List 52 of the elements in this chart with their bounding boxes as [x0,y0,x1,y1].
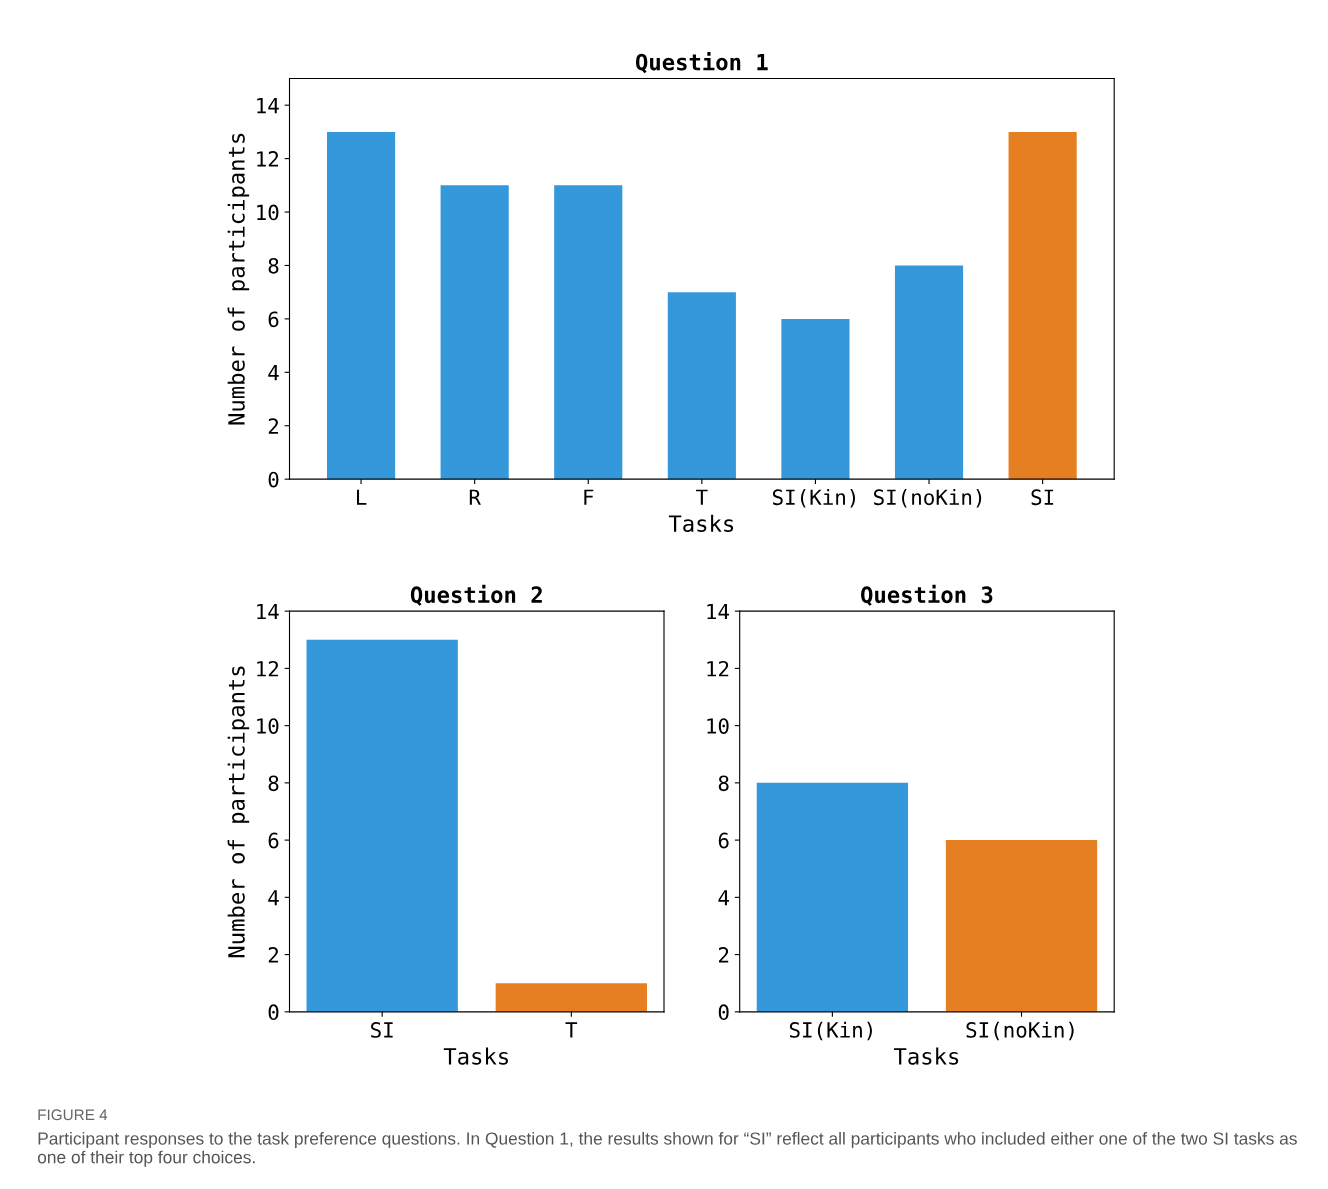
y-tick-label: 12 [707,660,729,677]
y-tick-label: 12 [257,151,279,167]
y-tick-label: 10 [257,204,279,221]
y-tick-label: 0 [268,471,279,488]
y-tick-label: 14 [707,603,729,620]
y-tick-label: 2 [268,947,279,963]
x-tick-label: SI(Kin) [772,489,856,508]
y-tick-label: 12 [257,660,279,677]
y-tick-label: 4 [268,890,279,906]
y-tick-label: 10 [707,718,729,734]
caption: FIGURE 4 [38,1109,108,1121]
text: Participant responses to the task preference questions. In Question 1, the results shown for “SI” reflect all participants who included either one of the two SI tasks as one of their top four choices. [37,1131,1297,1167]
x-tick-label: R [469,489,481,505]
y-tick-label: 8 [268,775,279,792]
y-tick-label: 4 [268,365,279,381]
x-tick-label: SI(noKin) [966,1021,1074,1041]
y-tick-label: 6 [268,311,279,328]
y-tick-label: 14 [257,97,279,114]
chart-title: Question 3 [861,584,993,606]
bar [894,265,964,480]
bar [554,185,623,480]
y-tick-label: 6 [718,832,729,849]
x-tick-label: L [356,489,367,505]
y-tick-label: 2 [268,418,279,434]
y-tick-label: 6 [268,832,279,849]
x-axis-title: Tasks [443,1047,508,1065]
y-tick-label: 0 [718,1004,729,1021]
x-tick-label: SI [371,1022,393,1038]
bar [667,292,736,480]
x-axis-title: Tasks [894,1047,959,1065]
y-tick-label: 14 [257,603,279,620]
x-tick-label: SI [1031,489,1054,506]
y-tick-label: 2 [718,947,729,963]
y-tick-label: 0 [268,1004,279,1021]
x-tick-label: T [696,489,708,505]
bar [781,318,850,480]
y-tick-label: 8 [268,257,279,274]
y-axis-title: Number of participants [227,133,250,425]
bar [326,131,396,480]
y-tick-label: 4 [718,890,729,906]
bar [440,185,509,480]
y-axis-title: Number of participants [227,666,250,958]
x-tick-label: SI(noKin) [874,489,982,508]
bar [1008,131,1077,480]
chart-title: Question 1 [635,52,768,74]
y-tick-label: 10 [257,718,279,734]
x-tick-label: SI(Kin) [789,1021,872,1041]
chart-title: Question 2 [410,584,542,606]
x-axis-title: Tasks [668,514,734,533]
x-tick-label: F [584,489,594,505]
x-tick-label: T [565,1022,578,1038]
y-tick-label: 8 [718,775,729,792]
